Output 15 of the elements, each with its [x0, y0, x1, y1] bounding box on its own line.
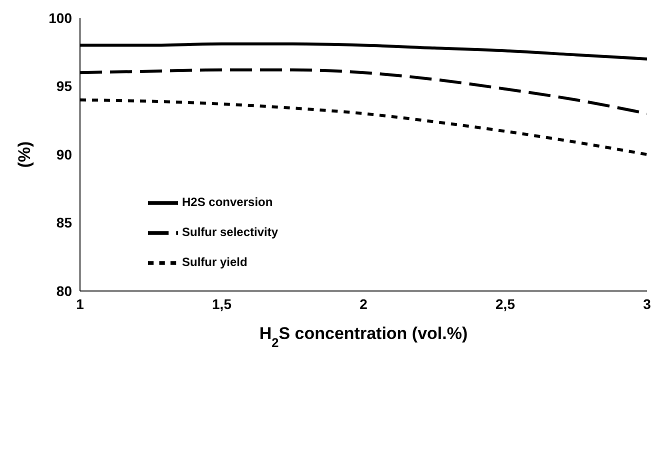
x-tick-label: 2 — [360, 296, 368, 312]
y-tick-label: 85 — [56, 214, 72, 231]
legend-label: H2S conversion — [182, 195, 273, 210]
x-axis-title: H$_{2}$S concentration (vol.%) — [259, 324, 468, 350]
y-tick-label: 100 — [48, 10, 72, 26]
y-tick-label: 80 — [56, 282, 72, 299]
x-tick-label: 1 — [76, 296, 84, 312]
y-tick-label: 95 — [56, 78, 72, 94]
x-tick-label: 1,5 — [212, 296, 232, 312]
x-tick-label: 2,5 — [496, 296, 516, 312]
y-tick-label: 90 — [56, 146, 72, 162]
y-axis-title: (%) — [15, 141, 34, 168]
legend-label: Sulfur yield — [182, 255, 248, 270]
legend-label: Sulfur selectivity — [182, 225, 278, 240]
x-tick-label: 3 — [643, 296, 652, 312]
